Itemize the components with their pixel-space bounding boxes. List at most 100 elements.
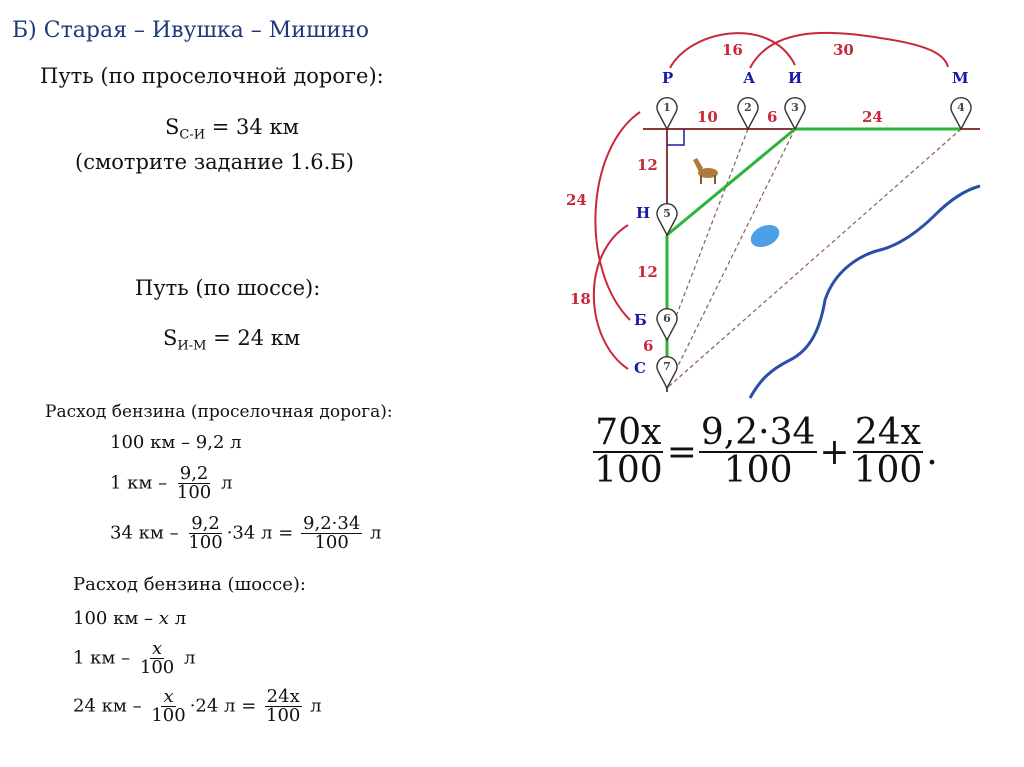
symbol: S (165, 115, 180, 139)
label-i: И (788, 69, 802, 87)
pin-icon (656, 202, 678, 237)
main-equation: 70x 100 = 9,2·34 100 + 24x 100 . (590, 415, 938, 489)
period: . (926, 431, 938, 473)
river (748, 184, 981, 399)
highway-heading: Путь (по шоссе): (135, 276, 321, 300)
subscript: И-М (177, 338, 207, 354)
dist-r-n: 12 (637, 156, 658, 174)
prefix: 1 км – (110, 472, 168, 494)
pin-number: 5 (663, 207, 671, 220)
fraction: 9,2·34 100 (301, 513, 363, 553)
denominator: 100 (266, 705, 301, 726)
dist-i-m: 24 (862, 108, 883, 126)
value: = 34 км (205, 115, 299, 139)
denominator: 100 (853, 450, 923, 491)
dist-r-a: 10 (697, 108, 718, 126)
dist-n-s: 18 (570, 290, 591, 308)
pin-number: 1 (663, 101, 671, 114)
numerator: 9,2·34 (698, 412, 818, 453)
unit: л (370, 522, 382, 544)
denominator: 100 (176, 482, 212, 503)
pin-icon (656, 307, 678, 342)
label-a: А (743, 69, 756, 87)
numerator: 24x (264, 686, 302, 707)
slide-title: Б) Старая – Ивушка – Мишино (12, 18, 369, 43)
right-angle-mark (667, 129, 685, 146)
pin-icon (950, 96, 972, 131)
dist-r-i: 16 (722, 41, 743, 59)
fuel-highway-heading: Расход бензина (шоссе): (73, 574, 306, 595)
pins: 1 2 3 4 5 6 7 (656, 96, 972, 390)
pin-number: 6 (663, 312, 671, 325)
denominator: 100 (188, 532, 223, 553)
pin-icon (656, 355, 678, 390)
numerator: 9,2 (177, 463, 211, 484)
denominator: 100 (139, 657, 175, 678)
denominator: 100 (314, 532, 349, 553)
fraction: x 100 (138, 640, 176, 677)
label-n: Н (636, 204, 650, 222)
denominator: 100 (151, 705, 186, 726)
equals-sign: = (666, 431, 697, 473)
unit: л (310, 695, 322, 717)
pin-number: 2 (744, 101, 752, 114)
lhs-fraction: 70x 100 (592, 415, 665, 489)
pin-number: 3 (791, 101, 799, 114)
pin-marker: 6 (656, 307, 678, 342)
arc-n-s (592, 224, 629, 370)
label-r: Р (662, 69, 673, 87)
fraction: 9,2 100 (175, 465, 213, 502)
numerator: 9,2·34 (301, 513, 363, 534)
prefix: 34 км – (110, 522, 179, 544)
fraction: x 100 (149, 688, 187, 725)
dirt-road-note: (смотрите задание 1.6.Б) (75, 150, 354, 174)
numerator: 70x (593, 412, 664, 453)
prefix: 100 км – (73, 608, 154, 629)
denominator: 100 (594, 450, 663, 491)
horse-icon (693, 158, 718, 184)
arc-r-i (669, 32, 796, 69)
variable: x (158, 608, 169, 629)
label-m: М (952, 69, 969, 87)
unit: л (220, 472, 233, 494)
numerator: 24x (852, 412, 923, 453)
dirt-road-distance: SС-И = 34 км (165, 115, 299, 143)
pin-marker: 4 (950, 96, 972, 131)
pin-marker: 3 (784, 96, 806, 131)
dirt-road-heading: Путь (по проселочной дороге): (40, 64, 384, 88)
pin-icon (737, 96, 759, 131)
pin-icon (656, 96, 678, 131)
middle: ·34 л = (226, 522, 294, 544)
prefix: 24 км – (73, 695, 142, 717)
label-s: С (634, 359, 646, 377)
fuel-dirt-line3: 34 км – 9,2 100·34 л = 9,2·34 100 л (110, 515, 381, 552)
dashed-2-6 (666, 128, 749, 341)
pin-marker: 2 (737, 96, 759, 131)
fuel-dirt-heading: Расход бензина (проселочная дорога): (45, 402, 393, 422)
numerator: 9,2 (189, 513, 222, 534)
dist-b-s: 6 (643, 337, 653, 355)
denominator: 100 (723, 450, 793, 491)
term1-fraction: 9,2·34 100 (698, 412, 818, 491)
arc-a-m (749, 31, 949, 69)
highway-distance: SИ-М = 24 км (163, 326, 300, 354)
prefix: 1 км – (73, 647, 131, 669)
fuel-dirt-line2: 1 км – 9,2 100 л (110, 465, 232, 502)
pin-marker: 7 (656, 355, 678, 390)
numerator: x (149, 638, 165, 659)
fuel-highway-line2: 1 км – x 100 л (73, 640, 195, 677)
pin-marker: 1 (656, 96, 678, 131)
arc-r-b (594, 111, 641, 321)
middle: ·24 л = (189, 695, 257, 717)
dashed-4-7 (666, 128, 962, 389)
dist-r-b: 24 (566, 191, 587, 209)
highway-3-5 (666, 127, 796, 237)
pin-number: 7 (663, 360, 671, 373)
plus-sign: + (819, 431, 850, 473)
fraction: 9,2 100 (186, 515, 224, 552)
fuel-dirt-line1: 100 км – 9,2 л (110, 432, 242, 453)
fraction: 24x 100 (264, 688, 302, 725)
pin-icon (784, 96, 806, 131)
dist-a-i: 6 (767, 108, 777, 126)
